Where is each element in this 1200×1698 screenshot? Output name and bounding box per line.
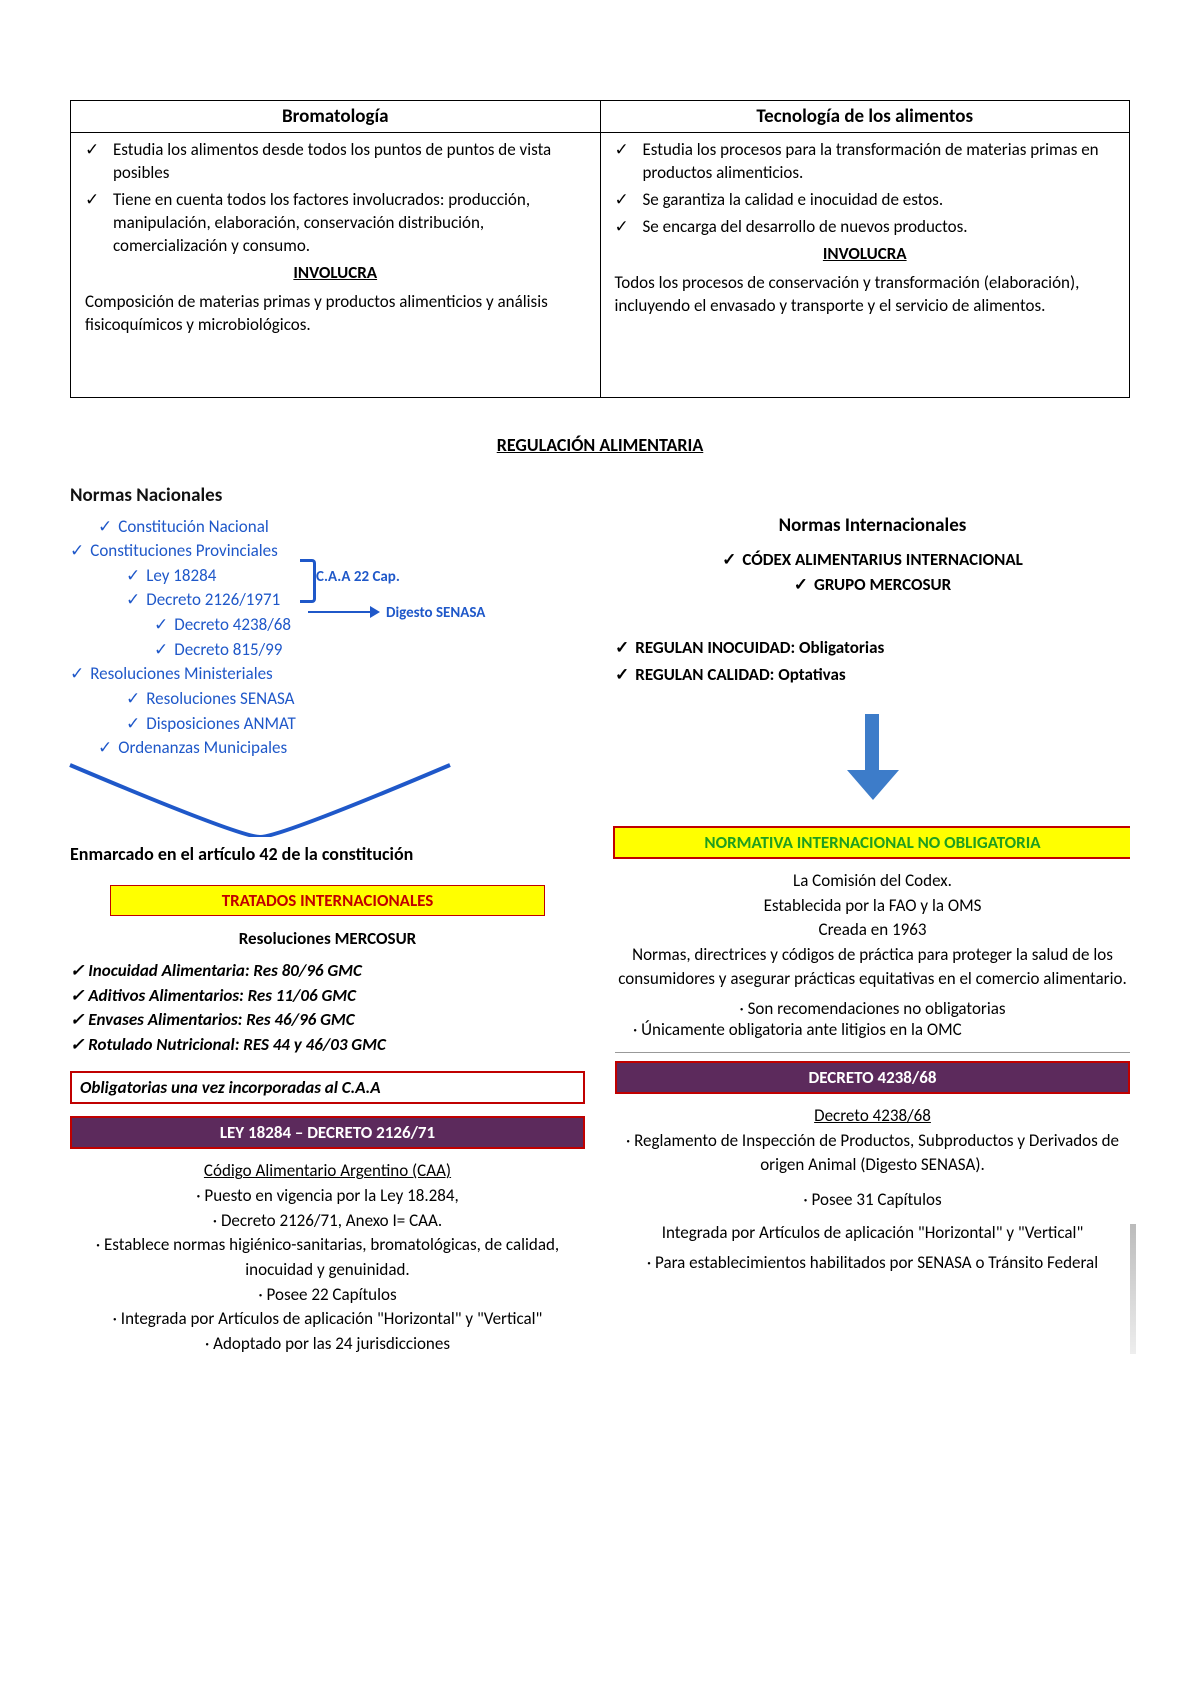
check-icon: ✓ xyxy=(126,687,140,712)
list-item: Disposiciones ANMAT xyxy=(146,712,296,737)
check-icon: ✓ xyxy=(70,1008,84,1033)
involucra-heading: INVOLUCRA xyxy=(85,262,586,285)
col2-header: Tecnología de los alimentos xyxy=(600,101,1130,133)
list-item: CÓDEX ALIMENTARIUS INTERNACIONAL xyxy=(742,547,1022,573)
text: Estudia los alimentos desde todos los pu… xyxy=(113,139,586,185)
regulan-list: ✓REGULAN INOCUIDAD: Obligatorias ✓REGULA… xyxy=(615,634,1130,688)
check-icon: ✓ xyxy=(70,662,84,687)
text: Se garantiza la calidad e inocuidad de e… xyxy=(643,189,944,212)
list-item: REGULAN INOCUIDAD: Obligatorias xyxy=(635,634,884,661)
list-item: Para establecimientos habilitados por SE… xyxy=(615,1251,1130,1276)
check-icon: ✓ xyxy=(154,613,168,638)
list-item: Integrada por Artículos de aplicación "H… xyxy=(70,1307,585,1332)
text: Todos los procesos de conservación y tra… xyxy=(615,272,1116,318)
caa-annotation: C.A.A 22 Cap. xyxy=(316,567,400,589)
col2-body: ✓Estudia los procesos para la transforma… xyxy=(600,133,1130,398)
list-item: Decreto 815/99 xyxy=(174,638,282,663)
codex-bullets: Son recomendaciones no obligatorias Únic… xyxy=(615,998,1130,1040)
bracket-icon xyxy=(300,559,316,603)
list-item: REGULAN CALIDAD: Optativas xyxy=(635,661,845,688)
list-item: Adoptado por las 24 jurisdicciones xyxy=(70,1332,585,1357)
col1-header: Bromatología xyxy=(71,101,601,133)
arrow-icon xyxy=(308,611,378,613)
list-item: GRUPO MERCOSUR xyxy=(814,572,951,598)
check-icon: ✓ xyxy=(615,634,629,661)
decreto-body: Decreto 4238/68 Reglamento de Inspección… xyxy=(615,1104,1130,1276)
list-item: Ley 18284 xyxy=(146,564,216,589)
check-icon: ✓ xyxy=(70,959,84,984)
decreto-title: Decreto 4238/68 xyxy=(615,1104,1130,1129)
text: Creada en 1963 xyxy=(615,918,1130,943)
mercosur-heading: Resoluciones MERCOSUR xyxy=(70,928,585,949)
list-item: Posee 31 Capítulos xyxy=(615,1188,1130,1213)
text: Normas, directrices y códigos de práctic… xyxy=(615,943,1130,992)
check-icon: ✓ xyxy=(126,712,140,737)
ley-bar: LEY 18284 – DECRETO 2126/71 xyxy=(70,1116,585,1149)
list-item: Puesto en vigencia por la Ley 18.284, xyxy=(70,1184,585,1209)
decreto-bar: DECRETO 4238/68 xyxy=(615,1061,1130,1094)
list-item: Rotulado Nutricional: RES 44 y 46/03 GMC xyxy=(88,1033,386,1058)
list-item: Inocuidad Alimentaria: Res 80/96 GMC xyxy=(88,959,362,984)
check-icon: ✓ xyxy=(615,661,629,688)
section-title: REGULACIÓN ALIMENTARIA xyxy=(70,434,1130,456)
list-item: Resoluciones Ministeriales xyxy=(90,662,272,687)
mercosur-list: ✓Inocuidad Alimentaria: Res 80/96 GMC ✓A… xyxy=(70,959,585,1058)
col1-body: ✓Estudia los alimentos desde todos los p… xyxy=(71,133,601,398)
tratados-box: TRATADOS INTERNACIONALES xyxy=(110,885,545,916)
list-item: Establece normas higiénico-sanitarias, b… xyxy=(70,1233,585,1282)
check-icon: ✓ xyxy=(126,588,140,613)
list-item: Posee 22 Capítulos xyxy=(70,1283,585,1308)
list-item: Decreto 4238/68 xyxy=(174,613,291,638)
text: Composición de materias primas y product… xyxy=(85,291,586,337)
check-icon: ✓ xyxy=(85,139,103,185)
comparison-table: Bromatología Tecnología de los alimentos… xyxy=(70,100,1130,398)
normas-nacionales-list: ✓Constitución Nacional ✓Constituciones P… xyxy=(70,515,585,771)
text: Tiene en cuenta todos los factores invol… xyxy=(113,189,586,258)
intl-list: ✓CÓDEX ALIMENTARIUS INTERNACIONAL ✓GRUPO… xyxy=(615,547,1130,598)
obligatorias-box: Obligatorias una vez incorporadas al C.A… xyxy=(70,1071,585,1104)
text: Integrada por Artículos de aplicación "H… xyxy=(615,1221,1130,1246)
involucra-heading: INVOLUCRA xyxy=(615,243,1116,266)
normativa-intl-bar: NORMATIVA INTERNACIONAL NO OBLIGATORIA xyxy=(615,826,1130,859)
check-icon: ✓ xyxy=(126,564,140,589)
text: Estudia los procesos para la transformac… xyxy=(643,139,1116,185)
normas-internacionales-heading: Normas Internacionales xyxy=(615,514,1130,537)
check-icon: ✓ xyxy=(794,572,808,598)
check-icon: ✓ xyxy=(85,189,103,258)
list-item: Decreto 2126/1971 xyxy=(146,588,280,613)
funnel-icon xyxy=(70,767,585,837)
list-item: Envases Alimentarios: Res 46/96 GMC xyxy=(88,1008,354,1033)
codex-body: La Comisión del Codex. Establecida por l… xyxy=(615,869,1130,992)
check-icon: ✓ xyxy=(70,1033,84,1058)
check-icon: ✓ xyxy=(722,547,736,573)
list-item: Decreto 2126/71, Anexo I= CAA. xyxy=(70,1209,585,1234)
check-icon: ✓ xyxy=(154,638,168,663)
normas-nacionales-heading: Normas Nacionales xyxy=(70,484,585,507)
list-item: Resoluciones SENASA xyxy=(146,687,294,712)
text: Establecida por la FAO y la OMS xyxy=(615,894,1130,919)
check-icon: ✓ xyxy=(615,139,633,185)
check-icon: ✓ xyxy=(98,515,112,540)
articulo-42-text: Enmarcado en el artículo 42 de la consti… xyxy=(70,843,585,865)
check-icon: ✓ xyxy=(615,189,633,212)
digesto-annotation: Digesto SENASA xyxy=(386,603,485,625)
scrollbar-fade xyxy=(1130,1224,1136,1354)
list-item: Constitución Nacional xyxy=(118,515,269,540)
ley-body: Código Alimentario Argentino (CAA) Puest… xyxy=(70,1159,585,1356)
list-item: Únicamente obligatoria ante litigios en … xyxy=(615,1019,1130,1040)
text: Se encarga del desarrollo de nuevos prod… xyxy=(643,216,968,239)
down-arrow-icon xyxy=(843,714,903,804)
ley-title: Código Alimentario Argentino (CAA) xyxy=(70,1159,585,1184)
check-icon: ✓ xyxy=(70,984,84,1009)
list-item: Aditivos Alimentarios: Res 11/06 GMC xyxy=(88,984,356,1009)
list-item: Constituciones Provinciales xyxy=(90,539,278,564)
divider xyxy=(615,1052,1130,1053)
text: La Comisión del Codex. xyxy=(615,869,1130,894)
check-icon: ✓ xyxy=(615,216,633,239)
list-item: Reglamento de Inspección de Productos, S… xyxy=(615,1129,1130,1178)
check-icon: ✓ xyxy=(70,539,84,564)
list-item: Son recomendaciones no obligatorias xyxy=(615,998,1130,1019)
